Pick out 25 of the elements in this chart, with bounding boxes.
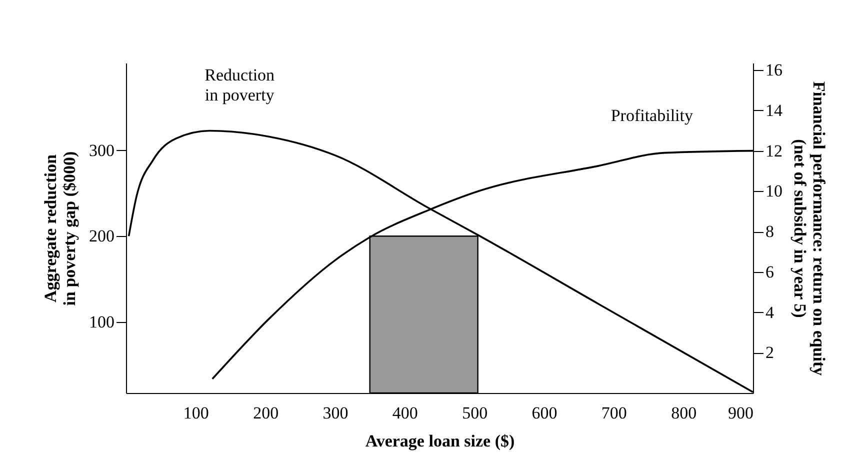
y2-tick-label: 4	[766, 302, 774, 322]
x-tick-label: 700	[601, 404, 627, 422]
x-tick-label: 500	[462, 404, 488, 422]
y-tick-label: 300	[89, 140, 114, 160]
y2-tick-label: 2	[766, 343, 774, 362]
y-axis-title: Aggregate reduction in poverty gap ($000)	[41, 151, 79, 306]
y2-axis-title: Financial performance: return on equity (net of subsidy in year 5)	[790, 81, 828, 376]
y2-tick-label: 16	[766, 60, 782, 80]
x-axis-title: Average loan size ($)	[365, 432, 515, 450]
y2-tick-label: 14	[766, 100, 783, 120]
y-tick-label: 200	[89, 226, 114, 246]
x-tick-label: 900	[728, 404, 754, 422]
y2-tick-label: 12	[766, 141, 782, 160]
y2-tick-label: 6	[766, 262, 774, 282]
x-tick-label: 300	[322, 404, 348, 422]
x-tick-label: 800	[671, 404, 697, 422]
x-tick-label: 200	[253, 404, 279, 422]
series-label: Profitability	[610, 106, 694, 125]
x-tick-label: 600	[532, 404, 558, 422]
series-label: Reduction in poverty	[204, 66, 276, 105]
y2-tick-label: 8	[766, 222, 774, 242]
y2-tick-label: 10	[766, 182, 782, 201]
y-tick-label: 100	[89, 312, 114, 332]
x-tick-label: 400	[392, 404, 418, 422]
x-tick-label: 100	[183, 404, 209, 422]
